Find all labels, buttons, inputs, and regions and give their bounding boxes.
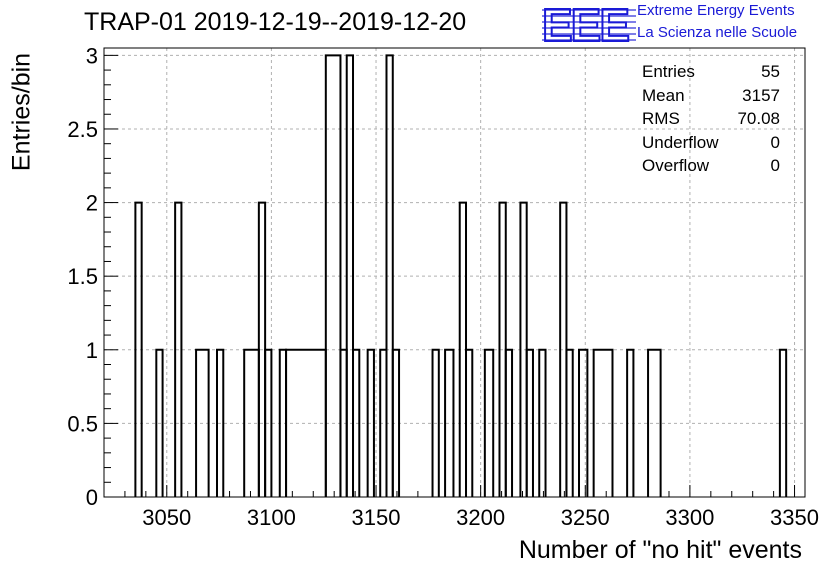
stats-row-underflow: Underflow 0 — [642, 131, 780, 155]
stats-value: 0 — [770, 132, 780, 152]
histogram-bin — [391, 348, 401, 497]
histogram-bin — [134, 201, 143, 497]
histogram-bin — [538, 348, 547, 497]
histogram-bin — [565, 348, 574, 497]
eee-logo: EEE — [542, 2, 636, 46]
x-tick-label: 3150 — [352, 505, 401, 530]
x-tick-label: 3250 — [561, 505, 610, 530]
stats-label: Overflow — [642, 156, 710, 175]
y-tick-label: 3 — [86, 43, 98, 68]
x-tick-label: 3050 — [142, 505, 191, 530]
x-tick-label: 3100 — [247, 505, 296, 530]
histogram-bin — [345, 54, 355, 497]
stats-value: 3157 — [742, 85, 780, 105]
y-tick-label: 0.5 — [67, 411, 98, 436]
histogram-bin — [778, 348, 788, 497]
stats-label: Entries — [642, 62, 695, 81]
stats-value: 70.08 — [737, 109, 780, 128]
chart-title: TRAP-01 2019-12-19--2019-12-20 — [84, 8, 467, 36]
histogram-bin — [264, 348, 273, 497]
histogram-bin — [324, 54, 342, 497]
stats-row-mean: Mean 3157 — [642, 84, 780, 108]
x-tick-label: 3200 — [456, 505, 505, 530]
logo-text-line2: La Scienza nelle Scuole — [637, 24, 798, 41]
histogram-bin — [592, 348, 614, 497]
stats-label: Underflow — [642, 132, 719, 152]
logo-text-line1: Extreme Energy Events — [637, 2, 795, 19]
y-tick-label: 1 — [86, 338, 98, 363]
histogram-bin — [195, 348, 210, 497]
stats-label: Mean — [642, 85, 685, 105]
histogram-bin — [431, 348, 440, 497]
stats-label: RMS — [642, 109, 680, 128]
histogram-bin — [385, 54, 394, 497]
histogram-bin — [174, 201, 183, 497]
y-tick-label: 2.5 — [67, 117, 98, 142]
histogram-bin — [155, 348, 164, 497]
stats-row-entries: Entries 55 — [642, 60, 780, 84]
logo-mark: EEE — [542, 2, 628, 46]
y-tick-label: 2 — [86, 191, 98, 216]
stats-box: Entries 55 Mean 3157 RMS 70.08 Underflow 0 O… — [642, 60, 780, 178]
y-axis-label: Entries/bin — [7, 52, 36, 172]
histogram-bin — [525, 348, 534, 497]
x-tick-label: 3300 — [665, 505, 714, 530]
histogram-bin — [366, 348, 375, 497]
stats-row-overflow: Overflow 0 — [642, 154, 780, 178]
histogram-bin — [647, 348, 662, 497]
histogram-bin — [465, 348, 474, 497]
y-tick-label: 1.5 — [67, 264, 98, 289]
x-axis-label: Number of "no hit" events — [518, 536, 802, 564]
x-tick-label: 3350 — [770, 505, 819, 530]
stats-row-rms: RMS 70.08 — [642, 107, 780, 131]
plot-frame — [103, 47, 806, 498]
histogram-bin — [352, 348, 361, 497]
histogram-bin — [444, 348, 455, 497]
stats-value: 0 — [770, 156, 780, 175]
stats-value: 55 — [761, 62, 780, 81]
y-tick-label: 0 — [86, 485, 98, 510]
histogram-bin — [626, 348, 635, 497]
histogram-bin — [215, 348, 225, 497]
histogram-bin — [504, 348, 514, 497]
histogram-bin — [578, 348, 589, 497]
histogram-bin — [483, 348, 495, 497]
